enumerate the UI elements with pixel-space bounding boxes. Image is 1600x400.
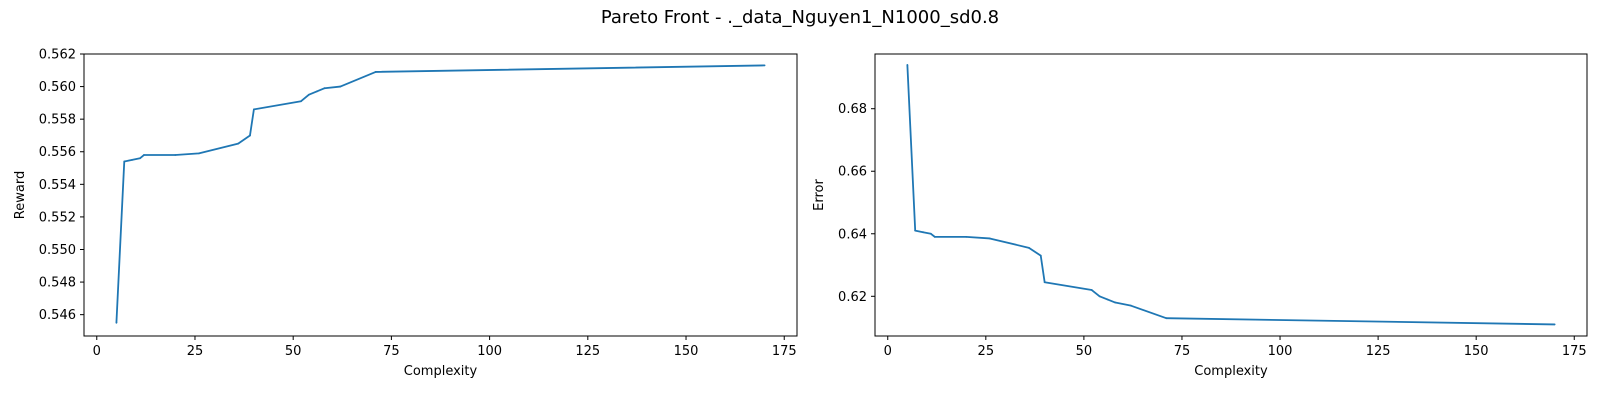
error-data-point: [1553, 323, 1556, 326]
reward-y-tick-label: 0.550: [39, 243, 76, 258]
error-data-point: [1114, 301, 1117, 304]
reward-x-tick-label: 75: [383, 344, 400, 359]
reward-x-tick-label: 100: [477, 344, 502, 359]
error-x-tick-label: 75: [1174, 344, 1191, 359]
error-y-tick-label: 0.66: [838, 165, 867, 180]
reward-data-point: [323, 87, 326, 90]
error-y-tick-label: 0.64: [838, 227, 867, 242]
reward-x-tick-label: 50: [285, 344, 302, 359]
error-plot-frame: [874, 53, 1588, 337]
reward-y-tick-label: 0.558: [39, 113, 76, 128]
reward-x-axis-label: Complexity: [404, 364, 478, 379]
error-data-point: [1130, 304, 1132, 307]
reward-data-point: [174, 154, 177, 156]
reward-chart: 0 25 50 75 100 125 150 175 0.546 0.548 0.550 0.552 0…: [13, 48, 798, 379]
error-chart: 0 25 50 75 100 125 150 175 0.62 0.64 0.66 0.68 Compl…: [812, 53, 1588, 379]
reward-y-tick-label: 0.554: [39, 178, 76, 193]
error-x-tick-label: 50: [1076, 344, 1093, 359]
reward-data-point: [123, 160, 126, 163]
reward-data-point: [139, 157, 141, 160]
reward-x-tick-label: 25: [187, 344, 204, 359]
reward-y-tick-label: 0.548: [39, 276, 76, 291]
reward-y-tick-label: 0.562: [39, 48, 76, 63]
error-data-point: [1043, 281, 1046, 284]
reward-data-point: [249, 134, 251, 137]
error-data-point: [965, 235, 968, 238]
error-data-point: [1039, 254, 1042, 257]
reward-y-tick-label: 0.560: [39, 80, 76, 95]
reward-data-point: [237, 142, 240, 145]
error-x-tick-label: 0: [884, 344, 892, 359]
error-x-tick-label: 175: [1562, 344, 1587, 359]
reward-y-tick-label: 0.552: [39, 210, 76, 225]
error-data-point: [930, 232, 932, 235]
error-data-point: [922, 231, 924, 234]
error-x-tick-label: 150: [1464, 344, 1489, 359]
reward-data-point: [315, 90, 318, 93]
reward-data-point: [131, 158, 134, 161]
reward-data-point: [308, 93, 310, 96]
error-x-tick-label: 125: [1366, 344, 1391, 359]
error-y-tick-label: 0.68: [838, 102, 867, 117]
error-y-tick-label: 0.62: [838, 290, 867, 305]
error-data-point: [906, 64, 909, 66]
error-data-point: [1106, 298, 1109, 301]
reward-data-point: [143, 154, 145, 156]
error-data-point: [1098, 295, 1101, 298]
reward-data-point: [374, 71, 377, 73]
reward-data-point: [300, 100, 302, 103]
reward-y-tick-label: 0.546: [39, 308, 76, 323]
reward-x-tick-label: 175: [772, 344, 797, 359]
error-x-axis-label: Complexity: [1194, 364, 1268, 379]
error-data-point: [1090, 289, 1093, 291]
reward-data-point: [253, 108, 255, 111]
error-data-point: [1028, 246, 1030, 249]
error-data-point: [988, 237, 991, 240]
reward-x-tick-label: 150: [674, 344, 699, 359]
reward-data-point: [339, 85, 342, 88]
error-y-axis-label: Error: [812, 179, 827, 211]
error-x-tick-label: 100: [1268, 344, 1293, 359]
reward-y-axis-label: Reward: [13, 171, 28, 219]
reward-x-tick-label: 125: [575, 344, 600, 359]
reward-x-tick-label: 0: [93, 344, 101, 359]
reward-data-point: [763, 64, 766, 67]
error-data-point: [933, 235, 936, 238]
reward-plot-frame: [83, 53, 798, 337]
reward-data-point: [198, 152, 200, 155]
reward-y-tick-label: 0.556: [39, 145, 76, 160]
figure-title: Pareto Front - ._data_Nguyen1_N1000_sd0.…: [601, 7, 999, 28]
reward-data-point: [115, 321, 118, 324]
error-data-point: [1165, 317, 1168, 320]
error-x-tick-label: 25: [978, 344, 995, 359]
error-data-point: [914, 229, 917, 232]
